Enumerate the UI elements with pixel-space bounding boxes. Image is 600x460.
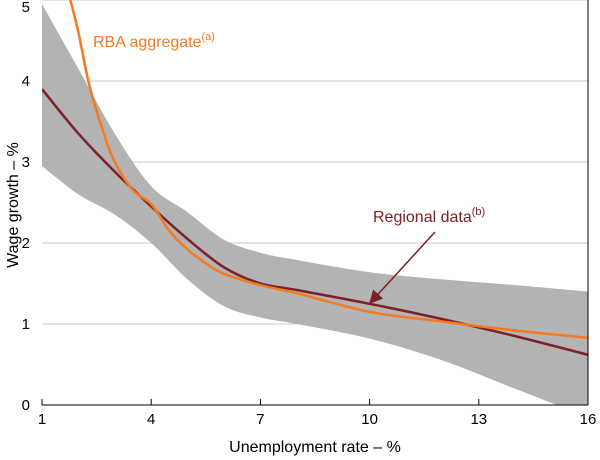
rba-aggregate-label-sup: (a) [202,31,215,43]
x-tick-label: 4 [147,411,155,428]
x-tick-label: 13 [470,411,487,428]
y-tick-label: 1 [22,316,30,333]
y-axis-ticks: 0 1 2 3 4 5 [22,0,30,414]
y-tick-label: 4 [22,73,30,90]
y-tick-label: 5 [22,0,30,16]
y-axis-title: Wage growth – % [5,142,22,268]
regional-data-arrow [369,231,436,304]
x-tick-label: 1 [38,411,46,428]
x-axis-ticks: 1 4 7 10 13 16 [38,399,597,428]
x-tick-label: 7 [256,411,264,428]
x-axis-title: Unemployment rate – % [229,439,401,456]
y-tick-label: 0 [22,397,30,414]
series-line-rba-aggregate [69,0,588,340]
x-tick-label: 16 [580,411,597,428]
regional-data-label-text: Regional data [373,209,472,226]
y-tick-label: 2 [22,235,30,252]
rba-aggregate-label: RBA aggregate(a) [93,31,215,51]
rba-aggregate-label-text: RBA aggregate [93,34,202,51]
regional-data-label-sup: (b) [472,206,485,218]
x-tick-label: 10 [361,411,378,428]
y-tick-label: 3 [22,154,30,171]
confidence-band [42,4,588,405]
regional-data-label: Regional data(b) [373,206,485,226]
